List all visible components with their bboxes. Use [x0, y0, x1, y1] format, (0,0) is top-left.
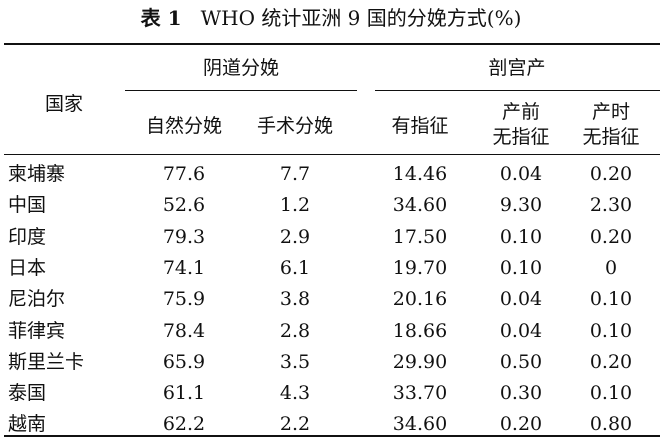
column-header: 产前 [501, 101, 541, 123]
value-cell: 34.60 [392, 413, 448, 436]
country-cell: 印度 [8, 225, 47, 248]
value-cell: 62.2 [162, 413, 206, 436]
country-cell: 柬埔寨 [8, 163, 66, 185]
value-cell: 19.70 [392, 256, 448, 279]
value-cell: 75.9 [162, 288, 206, 311]
value-cell: 74.1 [162, 256, 206, 279]
value-cell: 2.30 [589, 194, 633, 217]
value-cell: 2.9 [279, 225, 311, 248]
value-cell: 2.8 [279, 319, 311, 342]
table-title: 表 1 WHO 统计亚洲 9 国的分娩方式(%) [141, 6, 522, 30]
value-cell: 29.90 [392, 350, 448, 373]
column-header: 产时 [591, 101, 631, 123]
value-cell: 0.10 [499, 256, 543, 279]
value-cell: 0.80 [589, 413, 633, 436]
value-cell: 4.3 [279, 382, 311, 405]
table-caption: WHO 统计亚洲 9 国的分娩方式(%) [200, 6, 522, 30]
country-cell: 中国 [8, 194, 47, 217]
value-cell: 0.04 [499, 319, 543, 342]
group-header: 阴道分娩 [202, 57, 280, 79]
column-header: 有指征 [391, 115, 449, 137]
value-cell: 7.7 [279, 163, 311, 185]
value-cell: 34.60 [392, 194, 448, 217]
value-cell: 0.20 [589, 350, 633, 373]
value-cell: 1.2 [279, 194, 311, 217]
value-cell: 0 [604, 256, 618, 279]
value-cell: 0.20 [589, 225, 633, 248]
value-cell: 3.5 [279, 350, 311, 373]
value-cell: 0.10 [589, 319, 633, 342]
country-cell: 日本 [8, 256, 47, 279]
value-cell: 0.30 [499, 382, 543, 405]
column-header: 无指征 [582, 126, 640, 148]
group-rule [375, 90, 660, 91]
value-cell: 18.66 [392, 319, 448, 342]
column-header: 无指征 [492, 126, 550, 148]
value-cell: 14.46 [392, 163, 448, 185]
table-label: 表 1 [140, 6, 182, 30]
column-header: 手术分娩 [256, 115, 334, 137]
value-cell: 79.3 [162, 225, 206, 248]
value-cell: 61.1 [162, 382, 206, 405]
value-cell: 0.20 [589, 163, 633, 185]
value-cell: 9.30 [499, 194, 543, 217]
value-cell: 78.4 [162, 319, 206, 342]
value-cell: 0.50 [499, 350, 543, 373]
value-cell: 0.10 [499, 225, 543, 248]
value-cell: 20.16 [392, 288, 448, 311]
bottom-rule [4, 435, 660, 437]
value-cell: 17.50 [392, 225, 448, 248]
country-cell: 越南 [8, 413, 47, 436]
country-cell: 菲律宾 [8, 319, 66, 342]
country-cell: 泰国 [8, 382, 47, 405]
group-rule [125, 90, 357, 91]
value-cell: 52.6 [162, 194, 206, 217]
country-cell: 尼泊尔 [8, 288, 66, 311]
value-cell: 77.6 [162, 163, 206, 185]
value-cell: 65.9 [162, 350, 206, 373]
value-cell: 0.20 [499, 413, 543, 436]
value-cell: 0.10 [589, 288, 633, 311]
value-cell: 2.2 [279, 413, 311, 436]
value-cell: 0.10 [589, 382, 633, 405]
value-cell: 0.04 [499, 163, 543, 185]
header-rule [4, 154, 660, 155]
row-header: 国家 [44, 93, 84, 115]
value-cell: 33.70 [392, 382, 448, 405]
column-header: 自然分娩 [145, 115, 223, 137]
value-cell: 3.8 [279, 288, 311, 311]
group-header: 剖宫产 [488, 57, 546, 79]
top-rule [4, 43, 660, 45]
value-cell: 6.1 [279, 256, 311, 279]
country-cell: 斯里兰卡 [8, 350, 85, 373]
value-cell: 0.04 [499, 288, 543, 311]
